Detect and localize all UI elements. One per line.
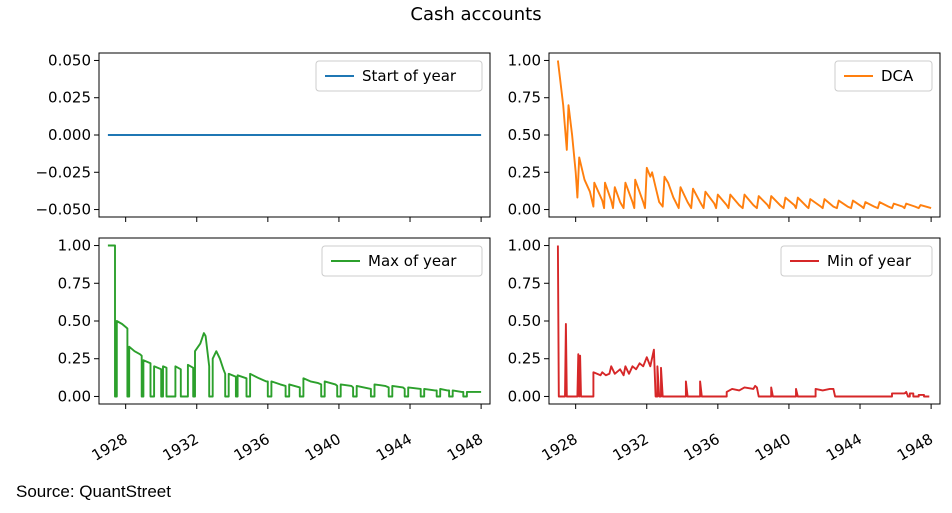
legend-box xyxy=(780,245,933,277)
subplot-4: 1.00 0.75 0.50 0.25 0.00 1928 1932 1936 1940 1944… xyxy=(508,237,941,465)
legend: Min of year xyxy=(780,245,933,277)
x-tick-label: 1932 xyxy=(610,430,652,465)
series-line xyxy=(556,60,932,210)
legend-label: DCA xyxy=(881,67,914,85)
legend: Max of year xyxy=(321,245,483,277)
y-tick-label: 0.75 xyxy=(508,89,541,107)
legend-label: Start of year xyxy=(362,67,457,85)
y-tick-label: 0.00 xyxy=(508,387,541,405)
legend-box xyxy=(834,60,933,92)
y-tick-label: 0.50 xyxy=(508,312,541,330)
x-tick-label: 1940 xyxy=(302,430,344,465)
y-tick-label: 0.25 xyxy=(508,350,541,368)
x-tick-label: 1944 xyxy=(823,430,865,465)
legend-label: Max of year xyxy=(368,252,457,270)
y-tick-label: 0.025 xyxy=(48,89,91,107)
x-tick-label: 1948 xyxy=(444,430,486,465)
series-line xyxy=(556,245,930,398)
y-tick-label: 1.00 xyxy=(508,51,541,69)
series-line xyxy=(107,244,482,398)
x-tick-label: 1932 xyxy=(160,430,202,465)
y-tick-label: 0.25 xyxy=(508,163,541,181)
y-tick-label: −0.025 xyxy=(35,163,91,181)
subplot-2: 1.00 0.75 0.50 0.25 0.00 DCA xyxy=(508,51,941,222)
y-tick-label: −0.050 xyxy=(35,201,91,219)
legend: Start of year xyxy=(315,60,483,92)
y-tick-label: 0.00 xyxy=(58,387,91,405)
subplot-1: 0.050 0.025 0.000 −0.025 −0.050 Start of year xyxy=(35,51,491,222)
subplot-3: 1.00 0.75 0.50 0.25 0.00 1928 1932 1936 1940 1944… xyxy=(58,237,491,465)
legend: DCA xyxy=(834,60,933,92)
y-tick-label: 0.75 xyxy=(508,274,541,292)
x-tick-label: 1928 xyxy=(539,430,581,465)
y-tick-label: 0.50 xyxy=(508,126,541,144)
x-tick-label: 1936 xyxy=(231,430,273,465)
x-tick-label: 1940 xyxy=(752,430,794,465)
source-note: Source: QuantStreet xyxy=(16,482,171,501)
y-tick-label: 1.00 xyxy=(508,237,541,255)
figure-title: Cash accounts xyxy=(410,4,542,25)
legend-box xyxy=(315,60,483,92)
y-tick-label: 0.00 xyxy=(508,201,541,219)
legend-box xyxy=(321,245,483,277)
x-tick-label: 1936 xyxy=(681,430,723,465)
y-tick-label: 0.75 xyxy=(58,274,91,292)
y-tick-label: 0.000 xyxy=(48,126,91,144)
x-tick-label: 1928 xyxy=(89,430,131,465)
x-tick-label: 1944 xyxy=(373,430,415,465)
x-tick-label: 1948 xyxy=(894,430,936,465)
y-tick-label: 0.25 xyxy=(58,350,91,368)
y-tick-label: 1.00 xyxy=(58,237,91,255)
legend-label: Min of year xyxy=(827,252,912,270)
y-tick-label: 0.050 xyxy=(48,51,91,69)
y-tick-label: 0.50 xyxy=(58,312,91,330)
